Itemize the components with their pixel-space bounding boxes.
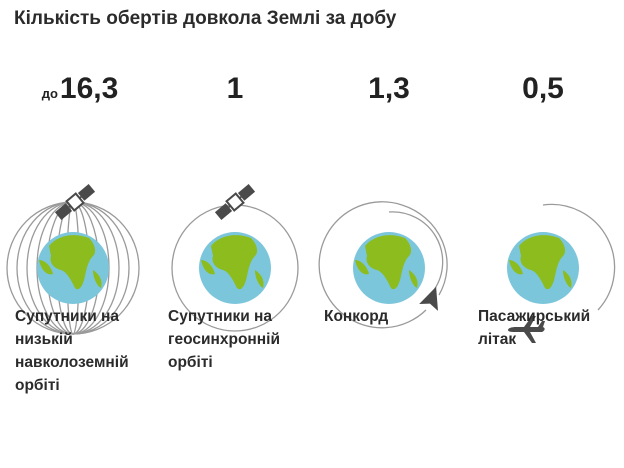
page-title: Кількість обертів довкола Землі за добу xyxy=(14,8,397,29)
value-number: 0,5 xyxy=(522,72,564,105)
orbit-line-outer xyxy=(401,204,448,296)
value-geo-orbit: 1 xyxy=(160,72,310,106)
value-number: 1,3 xyxy=(368,72,410,105)
satellite-icon xyxy=(214,184,256,220)
label-geo-orbit: Супутники на геосинхронній орбіті xyxy=(168,305,318,374)
earth-icon xyxy=(507,232,579,304)
value-airplane: 0,5 xyxy=(468,72,618,106)
value-prefix: до xyxy=(41,86,58,101)
orbit-line-inner xyxy=(388,211,444,291)
value-low-orbit: до16,3 xyxy=(5,72,155,106)
label-airplane: Пасажирський літак xyxy=(478,305,624,351)
orbit-line xyxy=(318,201,427,329)
label-line: Конкорд xyxy=(324,308,389,325)
label-line: Супутники на xyxy=(168,308,273,325)
label-line: літак xyxy=(478,331,517,348)
geo-orbit-diagram xyxy=(171,184,299,332)
label-line: Супутники на xyxy=(15,308,120,325)
low-orbit-diagram xyxy=(6,184,140,335)
label-low-orbit: Супутники на низькій навколоземній орбіт… xyxy=(15,305,165,397)
label-concorde: Конкорд xyxy=(324,305,474,328)
earth-icon xyxy=(199,232,271,304)
value-number: 16,3 xyxy=(59,72,119,105)
label-line: навколоземній xyxy=(15,354,129,371)
orbit-line xyxy=(542,203,616,311)
label-line: Пасажирський xyxy=(478,308,591,325)
earth-icon xyxy=(353,232,425,304)
label-line: орбіті xyxy=(168,354,213,371)
airplane-diagram xyxy=(507,203,616,343)
satellite-icon xyxy=(54,184,96,220)
label-line: геосинхронній xyxy=(168,331,280,348)
label-line: низькій xyxy=(15,331,73,348)
value-number: 1 xyxy=(226,72,244,105)
concorde-diagram xyxy=(318,201,448,329)
label-line: орбіті xyxy=(15,377,60,394)
earth-icon xyxy=(37,232,109,304)
concorde-icon xyxy=(419,286,438,311)
airplane-icon xyxy=(508,316,545,343)
value-concorde: 1,3 xyxy=(314,72,464,106)
